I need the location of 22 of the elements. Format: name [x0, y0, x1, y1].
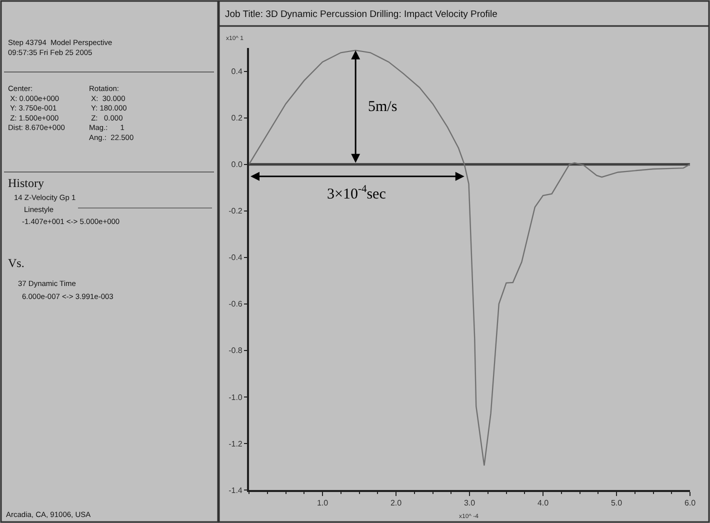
y-tick-label: -1.2 [228, 439, 243, 448]
line-series [249, 50, 690, 466]
y-tick-label: 0.0 [231, 160, 243, 170]
y-tick-label: -1.4 [228, 486, 243, 495]
x-tick-label: 5.0 [610, 498, 623, 508]
annotation: 3×10$^{-4}$sec [327, 184, 386, 202]
annotation: 5m/s [368, 99, 398, 115]
y-tick-label: -0.8 [228, 346, 243, 356]
y-tick-label: -1.0 [228, 392, 243, 402]
y-tick-label: -0.2 [228, 206, 243, 216]
x-tick-label: 2.0 [390, 498, 402, 508]
text: History [8, 176, 44, 190]
x-tick-label: 1.0 [316, 498, 329, 508]
chart-title: Job Title: 3D Dynamic Percussion Drilling: Impact Velocity Profile [225, 9, 498, 20]
y-tick-label: 0.4 [231, 67, 243, 76]
y-tick-label: -0.6 [228, 300, 243, 309]
x-tick-label: 3.0 [464, 498, 476, 508]
text: Vs. [8, 256, 24, 270]
x-tick-label: 4.0 [537, 498, 550, 508]
x-tick-label: 6.0 [684, 498, 696, 508]
y-tick-label: -0.4 [228, 253, 243, 262]
y-tick-label: 0.2 [231, 114, 243, 123]
